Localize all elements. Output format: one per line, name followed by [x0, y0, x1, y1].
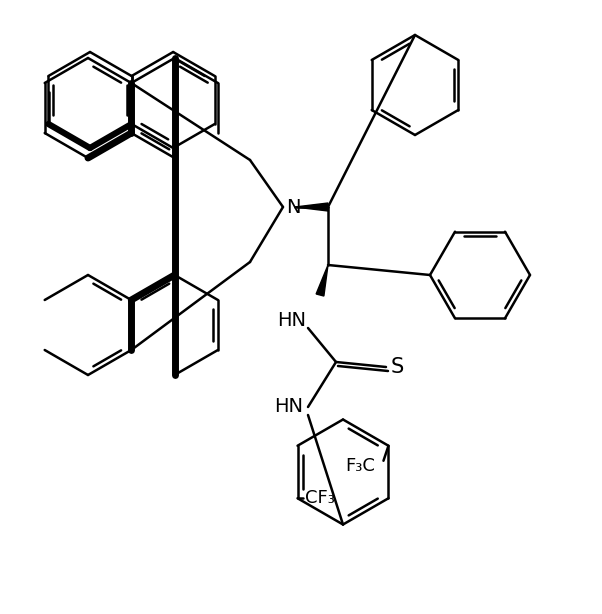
Text: HN: HN	[277, 311, 306, 330]
Text: HN: HN	[274, 397, 303, 416]
Polygon shape	[295, 203, 328, 211]
Text: CF₃: CF₃	[305, 489, 334, 507]
Text: N: N	[286, 198, 300, 217]
Polygon shape	[316, 265, 328, 296]
Text: F₃C: F₃C	[346, 457, 376, 475]
Text: S: S	[391, 357, 405, 377]
